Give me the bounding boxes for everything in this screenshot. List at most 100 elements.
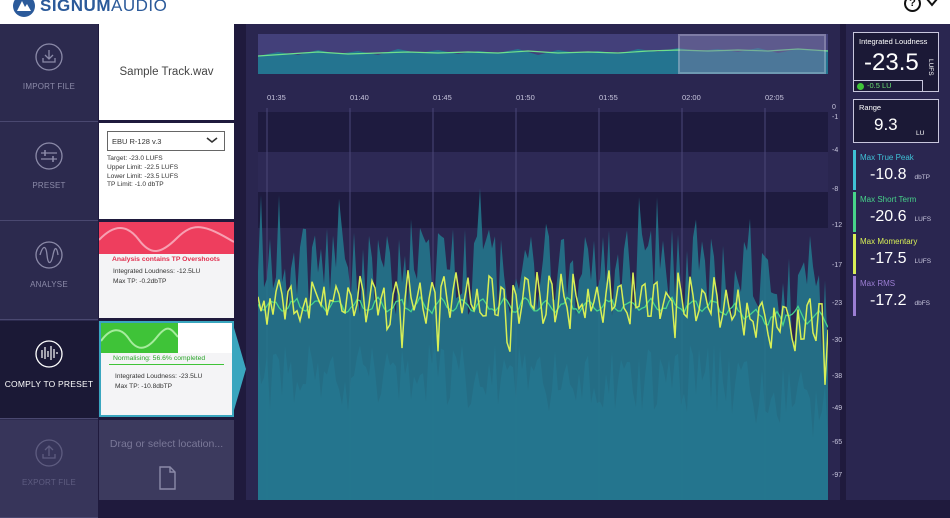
logo-mark-icon: [13, 0, 35, 17]
loudness-waveform: [258, 108, 828, 500]
nav-preset[interactable]: PRESET: [0, 123, 98, 221]
preset-selected: EBU R-128 v.3: [112, 137, 162, 146]
comply-panel[interactable]: Normalising: 56.6% completed Integrated …: [99, 321, 234, 417]
workflow-nav: IMPORT FILE PRESET ANALYSE COMPLY TO PRE…: [0, 24, 98, 518]
meter-unit: dbFS: [914, 300, 931, 307]
meter-value: -17.5: [870, 250, 907, 267]
meter-value: -10.8: [870, 166, 907, 183]
comply-icon: [35, 340, 63, 368]
nav-label: IMPORT FILE: [22, 82, 76, 91]
preset-tp-limit: TP Limit: -1.0 dbTP: [107, 181, 164, 189]
meter-value: -17.2: [870, 292, 907, 309]
nav-export-file: EXPORT FILE: [0, 420, 98, 518]
comply-details: Integrated Loudness: -23.5LU Max TP: -10…: [115, 372, 232, 392]
waveform-icon: [99, 226, 234, 252]
chevron-down-icon[interactable]: [925, 0, 939, 8]
integrated-value: -23.5: [864, 49, 919, 76]
preset-icon: [35, 142, 63, 170]
normalise-progress-fill: [101, 323, 178, 353]
y-tick-label: -30: [832, 337, 843, 344]
time-label: 01:55: [599, 93, 618, 102]
preset-details: Target: -23.0 LUFS Upper Limit: -22.5 LU…: [107, 155, 226, 190]
file-name: Sample Track.wav: [119, 66, 214, 78]
time-label: 01:50: [516, 93, 535, 102]
range-value: 9.3: [874, 115, 898, 134]
y-tick-label: -97: [832, 472, 843, 479]
y-tick-label: -4: [832, 147, 839, 154]
max-true-peak-card: Max True Peak -10.8 dbTP: [853, 150, 939, 190]
time-label: 01:45: [433, 93, 452, 102]
chevron-down-icon: [206, 137, 218, 144]
import-panel[interactable]: Sample Track.wav: [99, 24, 234, 120]
band: [258, 112, 828, 152]
true-peak-area: [258, 188, 828, 500]
analyse-integrated-loudness: Integrated Loudness: -12.5LU: [113, 268, 201, 275]
band: [258, 192, 828, 228]
analyse-panel[interactable]: Analysis contains TP Overshoots Integrat…: [99, 222, 234, 318]
preset-upper-limit: Upper Limit: -22.5 LUFS: [107, 163, 179, 171]
signum-audio-logo: SIGNUMAUDIO: [12, 0, 167, 18]
integrated-delta-badge: -0.5 LU: [853, 80, 923, 92]
meter-title: Max Momentary: [860, 237, 918, 246]
comply-max-tp: Max TP: -10.8dbTP: [115, 383, 173, 390]
logo-text-light: AUDIO: [111, 0, 168, 15]
band: [258, 152, 828, 192]
meter-title: Max Short Term: [860, 195, 917, 204]
analyse-waveform-banner: [99, 222, 234, 254]
nav-label: COMPLY TO PRESET: [4, 379, 94, 389]
y-tick-label: -1: [832, 114, 839, 121]
overview-strip[interactable]: [258, 34, 828, 74]
time-label: 02:05: [765, 93, 784, 102]
timeline-axis: 01:35 01:40 01:45 01:50 01:55 02:00 02:0…: [258, 88, 828, 108]
integrated-delta: -0.5 LU: [867, 81, 892, 90]
y-tick-label: 0: [832, 104, 836, 111]
y-tick-label: -12: [832, 222, 843, 229]
max-rms-card: Max RMS -17.2 dbFS: [853, 276, 939, 316]
analyse-max-tp: Max TP: -0.2dbTP: [113, 278, 167, 285]
analyse-icon: [35, 241, 63, 269]
nav-label: ANALYSE: [30, 280, 68, 289]
y-tick-label: -49: [832, 405, 843, 412]
y-tick-label: -23: [832, 300, 843, 307]
analyse-status: Analysis contains TP Overshoots: [112, 256, 220, 263]
range-card: Range 9.3 LU: [853, 99, 939, 143]
nav-import-file[interactable]: IMPORT FILE: [0, 24, 98, 122]
meter-unit: dbTP: [914, 174, 931, 181]
max-short-term-card: Max Short Term -20.6 LUFS: [853, 192, 939, 232]
normalise-status: Normalising: 56.6% completed: [113, 355, 206, 362]
help-icon[interactable]: ?: [904, 0, 921, 12]
time-label: 01:35: [267, 93, 286, 102]
export-panel: Drag or select location...: [99, 420, 234, 500]
nav-comply-to-preset[interactable]: COMPLY TO PRESET: [0, 321, 98, 419]
preset-panel: EBU R-128 v.3 Target: -23.0 LUFS Upper L…: [99, 123, 234, 219]
app-header: SIGNUMAUDIO ?: [0, 0, 950, 24]
step-panels: Sample Track.wav EBU R-128 v.3 Target: -…: [98, 24, 236, 500]
normalise-progress-bar: [101, 323, 232, 353]
preset-dropdown[interactable]: EBU R-128 v.3: [107, 131, 225, 151]
range-unit: LU: [916, 130, 925, 137]
time-label: 01:40: [350, 93, 369, 102]
active-step-arrow: [232, 321, 246, 417]
file-icon: [158, 466, 176, 490]
preset-target: Target: -23.0 LUFS: [107, 155, 163, 162]
range-title: Range: [859, 103, 882, 112]
preset-lower-limit: Lower Limit: -23.5 LUFS: [107, 172, 179, 180]
integrated-loudness-card: Integrated Loudness -23.5 LUFS: [853, 32, 939, 92]
max-momentary-card: Max Momentary -17.5 LUFS: [853, 234, 939, 274]
nav-analyse[interactable]: ANALYSE: [0, 222, 98, 320]
import-icon: [35, 43, 63, 71]
export-icon: [35, 439, 63, 467]
comply-integrated-loudness: Integrated Loudness: -23.5LU: [115, 373, 203, 380]
logo-text-bold: SIGNUM: [40, 0, 111, 15]
waveform-icon: [101, 327, 178, 349]
meter-value: -20.6: [870, 208, 907, 225]
nav-label: PRESET: [32, 181, 66, 190]
analyse-details: Integrated Loudness: -12.5LU Max TP: -0.…: [113, 267, 234, 287]
y-tick-label: -8: [832, 186, 839, 193]
integrated-title: Integrated Loudness: [859, 37, 928, 46]
export-drop-zone: Drag or select location...: [109, 438, 224, 450]
momentary-line: [258, 270, 828, 385]
meter-unit: LUFS: [914, 216, 932, 223]
y-tick-label: -38: [832, 373, 843, 380]
meter-title: Max RMS: [860, 279, 896, 288]
